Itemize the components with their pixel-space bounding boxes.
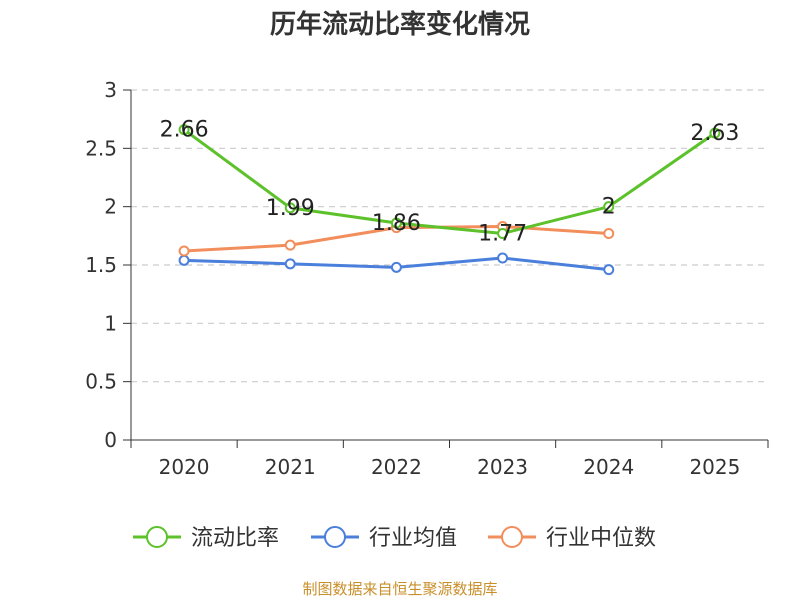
data-point [178,245,190,257]
y-tick-label: 3 [104,78,117,102]
legend-marker [501,526,523,548]
legend-item[interactable]: 行业均值 [311,526,457,551]
legend-item[interactable]: 流动比率 [133,526,279,551]
legend-marker [324,526,346,548]
data-point [390,217,402,229]
data-point [497,228,509,239]
x-tick-label: 2020 [159,455,210,479]
y-tick-label: 0.5 [85,370,117,394]
data-label-layer: 2.66 1.99 1.86 1.77 2 2.63 [160,118,740,247]
data-label: 1.99 [266,196,315,221]
legend-marker [146,526,168,548]
data-label: 1.77 [478,222,527,247]
x-tick-label: 2025 [689,455,740,479]
data-point [603,201,615,213]
data-point [284,202,296,214]
data-label: 1.86 [372,211,421,236]
y-tick-label: 0 [104,428,117,452]
data-label: 2.66 [160,118,209,143]
data-point [284,258,296,270]
x-tick-label: 2022 [371,455,422,479]
legend: 流动比率 行业均值 行业中位数 [133,526,656,551]
grid-layer [131,89,768,383]
x-tick-label: 2023 [477,455,528,479]
data-point [178,124,190,136]
data-point [390,261,402,273]
data-point [603,264,615,276]
data-point [284,239,296,251]
data-point [709,127,721,139]
legend-label: 行业均值 [369,526,457,551]
series-line-0 [183,128,716,235]
legend-label: 行业中位数 [546,526,656,551]
data-point [497,252,509,264]
chart-title: 历年流动比率变化情况 [269,10,530,40]
axis-layer: 0 0.5 1 1.5 2 2.5 3 2020 2021 2022 2023 2024 2025 [85,78,769,479]
source-note: 制图数据来自恒生聚源数据库 [302,580,498,598]
data-point [178,254,190,266]
series-layer [178,124,721,276]
data-label: 2.63 [690,121,739,146]
y-tick-label: 1.5 [85,253,117,277]
y-tick-label: 1 [104,311,117,335]
y-tick-label: 2 [104,195,117,219]
y-tick-label: 2.5 [85,136,117,160]
x-tick-label: 2024 [583,455,634,479]
data-label: 2 [602,195,616,220]
x-tick-label: 2021 [265,455,316,479]
data-point [603,228,615,239]
legend-label: 流动比率 [191,526,279,551]
legend-item[interactable]: 行业中位数 [488,526,656,551]
